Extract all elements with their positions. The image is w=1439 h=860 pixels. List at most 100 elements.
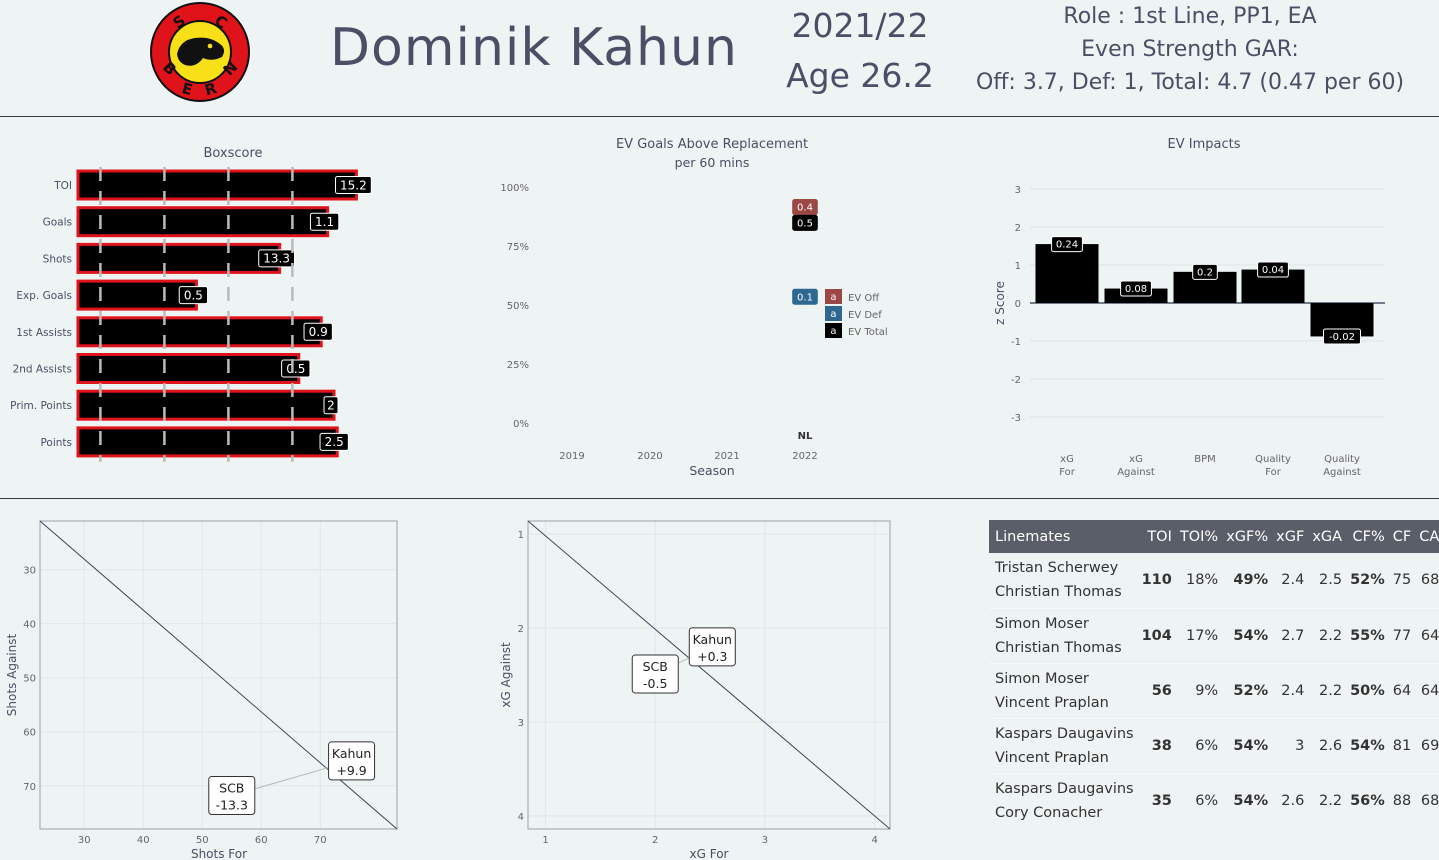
boxscore-category: 1st Assists xyxy=(16,327,72,339)
y-tick-label: 1 xyxy=(518,530,524,541)
cell-toi: 38 xyxy=(1137,717,1176,773)
point-label-box xyxy=(328,741,376,781)
legend-key xyxy=(825,323,842,338)
team-logo: S C B E R N xyxy=(150,2,250,102)
y-tick-label: 50 xyxy=(23,674,36,685)
cell-cf-pct: 55% xyxy=(1346,607,1389,663)
x-tick-label: Quality xyxy=(1255,454,1291,465)
boxscore-value: 1.1 xyxy=(315,215,334,229)
linemates-names: Kaspars Daugavins Cory Conacher xyxy=(989,772,1138,828)
cell-cf: 64 xyxy=(1388,662,1416,718)
cell-toi: 35 xyxy=(1137,772,1176,828)
y-tick-label: 3 xyxy=(518,718,524,729)
shots-scatter: Shots For Shots Against 30 40 50 60 70 30 40 50… xyxy=(5,520,398,860)
x-tick-label: 50 xyxy=(196,835,209,846)
boxscore-value: 0.9 xyxy=(309,325,328,339)
x-tick-label: 2020 xyxy=(637,451,662,462)
cell-xgf: 2.4 xyxy=(1281,572,1305,589)
impact-value-label: 0.2 xyxy=(1197,267,1213,278)
x-tick-label: 1 xyxy=(542,835,548,846)
impact-bar xyxy=(1035,244,1099,303)
y-tick-label: 60 xyxy=(23,728,36,739)
svg-text:E: E xyxy=(180,79,195,99)
linemates-names: Kaspars Daugavins Vincent Praplan xyxy=(989,717,1138,773)
gar-values: Off: 3.7, Def: 1, Total: 4.7 (0.47 per 6… xyxy=(975,70,1405,95)
table-row: Simon Moser Vincent Praplan 56 9% 52% 2.4 2.2 5… xyxy=(989,662,1439,718)
y-tick-label: 0% xyxy=(513,419,529,430)
x-tick-label: BPM xyxy=(1194,454,1216,465)
boxscore-category: Points xyxy=(40,437,72,449)
boxscore-value-box xyxy=(303,322,333,341)
cell-xga: 2.2 xyxy=(1308,607,1347,663)
linemate-name: Tristan Scherwey xyxy=(995,560,1119,577)
table-row: Tristan Scherwey Christian Thomas 110 18% 49… xyxy=(989,553,1439,608)
linemates-table: Linemates TOI TOI% xGF% xGF xGA CF% CF C… xyxy=(989,520,1439,828)
boxscore-category: Prim. Points xyxy=(10,400,72,412)
season-label: 2021/22 xyxy=(791,6,929,45)
cell-cf: 75 xyxy=(1392,572,1412,589)
linemate-name: Cory Conacher xyxy=(995,804,1103,821)
boxscore-value-box xyxy=(281,359,311,378)
y-tick-label: -2 xyxy=(1011,375,1021,386)
impact-value-label: 0.04 xyxy=(1262,265,1284,276)
cell-cf-pct: 52% xyxy=(1350,572,1385,589)
y-tick-label: 50% xyxy=(507,301,529,312)
point-label-box xyxy=(688,627,736,667)
boxscore-value-box xyxy=(178,286,209,305)
boxscore-bar xyxy=(76,353,301,384)
gar-value-label-box xyxy=(792,214,818,231)
x-tick-label: 2 xyxy=(652,835,658,846)
point-name: SCB xyxy=(219,780,244,795)
diagonal-line xyxy=(527,520,891,830)
x-tick-label: xG xyxy=(1060,454,1074,465)
cell-xgf-pct: 49% xyxy=(1233,572,1269,589)
point-value: -0.5 xyxy=(643,676,667,691)
boxscore-value-box xyxy=(335,176,372,194)
y-tick-label: 30 xyxy=(23,566,36,577)
cell-toi: 56 xyxy=(1137,662,1176,718)
linemate-name: Christian Thomas xyxy=(995,639,1122,656)
cell-ca: 69 xyxy=(1415,717,1439,773)
y-tick-label: 40 xyxy=(23,620,36,631)
gar-value-label: 0.4 xyxy=(797,203,813,214)
x-tick-label: Quality xyxy=(1324,454,1360,465)
boxscore-value: 2 xyxy=(327,399,335,413)
cell-ca: 68 xyxy=(1415,772,1439,828)
linemate-name: Vincent Praplan xyxy=(995,694,1109,711)
chart-title: Boxscore xyxy=(203,146,262,161)
linemate-name: Christian Thomas xyxy=(995,584,1122,601)
point-value: -13.3 xyxy=(216,797,248,812)
impact-value-label: 0.08 xyxy=(1125,284,1147,295)
impact-value-label-box xyxy=(1192,263,1218,280)
impact-value-label: 0.24 xyxy=(1056,240,1078,251)
x-tick-label: 3 xyxy=(762,835,768,846)
ev-gar-chart: EV Goals Above Replacement per 60 mins S… xyxy=(500,137,888,478)
boxscore-value: 13.3 xyxy=(263,252,290,266)
cell-toi-pct: 6% xyxy=(1175,717,1223,773)
x-tick-label: 30 xyxy=(78,835,91,846)
cell-toi: 110 xyxy=(1141,572,1172,589)
cell-xgf-pct: 54% xyxy=(1222,607,1273,663)
col-header: CF% xyxy=(1346,520,1389,553)
y-tick-label: 75% xyxy=(507,242,529,253)
col-header: xGF% xyxy=(1222,520,1273,553)
y-tick-label: 0 xyxy=(1015,299,1021,310)
boxscore-bar xyxy=(76,206,330,238)
x-axis-label: Season xyxy=(689,463,734,478)
col-header: xGA xyxy=(1308,520,1347,553)
cell-xgf-pct: 54% xyxy=(1222,772,1273,828)
cell-ca: 64 xyxy=(1415,607,1439,663)
col-header: xGF xyxy=(1272,520,1309,553)
y-tick-label: 2 xyxy=(518,624,524,635)
point-name: SCB xyxy=(643,659,668,674)
cell-toi-pct: 6% xyxy=(1175,772,1223,828)
impact-value-label-box xyxy=(1257,261,1289,278)
x-tick-label: 2021 xyxy=(714,451,739,462)
boxscore-bar xyxy=(76,316,323,348)
legend-label: EV Total xyxy=(848,327,888,338)
linemate-name: Simon Moser xyxy=(995,670,1089,687)
boxscore-value: 0.5 xyxy=(184,288,203,302)
linemates-names: Simon Moser Christian Thomas xyxy=(989,607,1138,663)
x-tick-label: 40 xyxy=(137,835,150,846)
x-tick-label: 60 xyxy=(255,835,268,846)
